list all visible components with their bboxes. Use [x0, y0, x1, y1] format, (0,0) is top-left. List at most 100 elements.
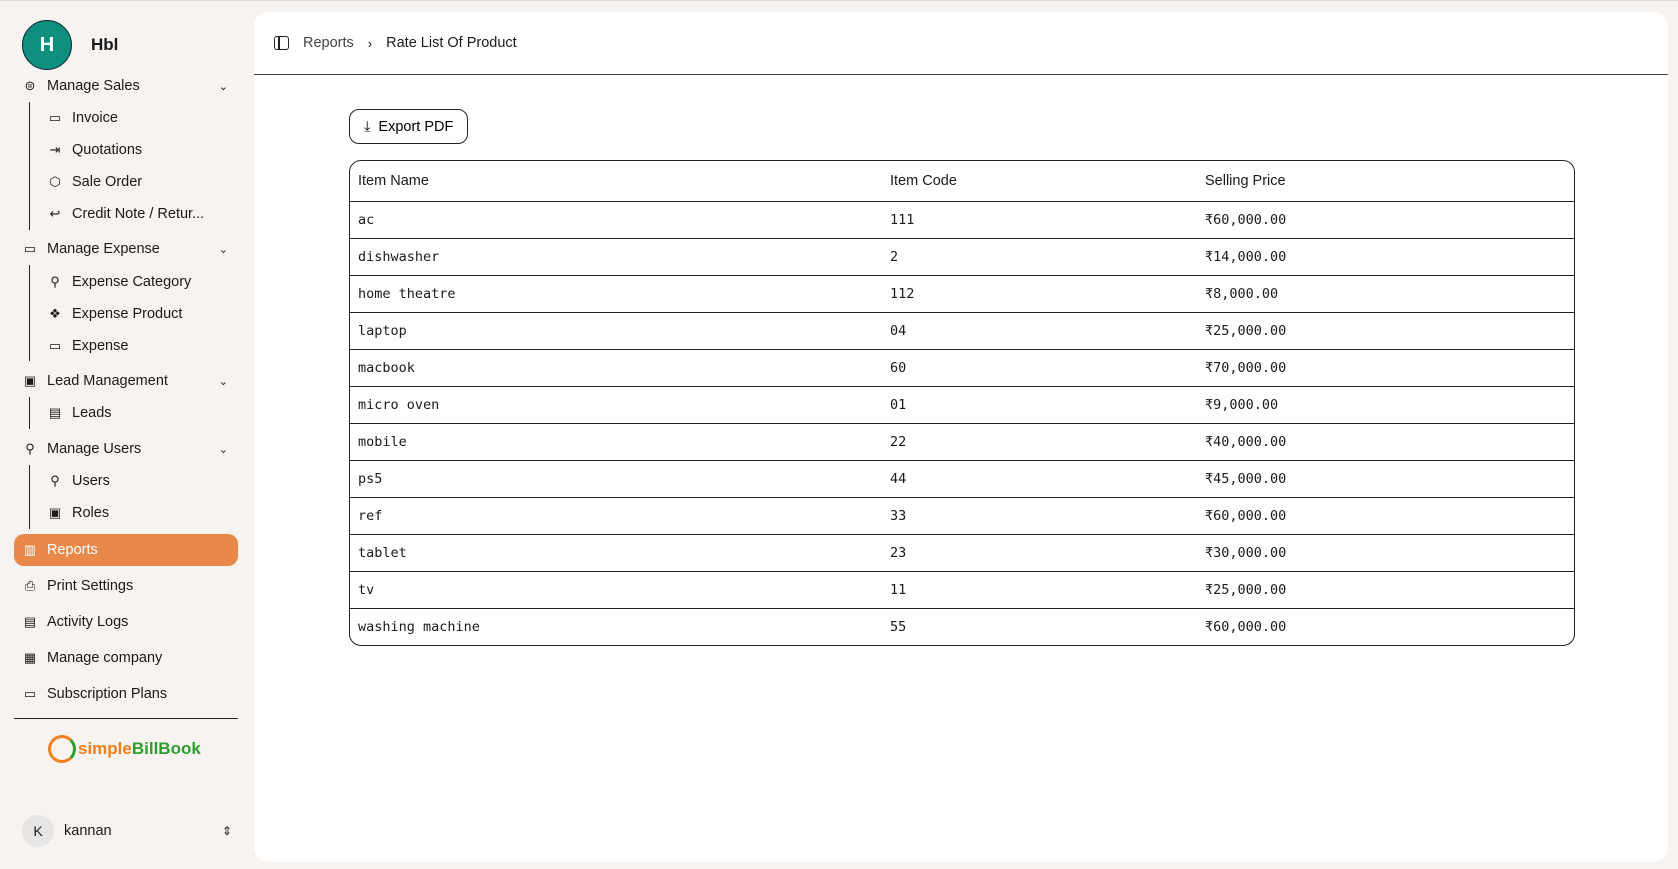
table-row: laptop 04 ₹25,000.00 [350, 312, 1574, 349]
package-icon: ⬡ [49, 174, 61, 189]
sidebar-item-sale-order[interactable]: ⬡ Sale Order [47, 167, 237, 197]
table-row: mobile 22 ₹40,000.00 [350, 423, 1574, 460]
sidebar-group-manage-sales[interactable]: ⊜ Manage Sales ⌄ [22, 71, 238, 101]
table-cell: ₹25,000.00 [1205, 582, 1287, 598]
table-cell: washing machine [358, 619, 480, 635]
tree-line [29, 397, 30, 429]
breadcrumb-reports[interactable]: Reports [303, 35, 354, 51]
table-row: dishwasher 2 ₹14,000.00 [350, 238, 1574, 275]
tree-line [29, 465, 30, 529]
table-cell: 11 [890, 582, 907, 598]
table-cell: mobile [358, 434, 407, 450]
table-cell: ref [358, 508, 383, 524]
table-row: home theatre 112 ₹8,000.00 [350, 275, 1574, 312]
sidebar-item-roles[interactable]: ▣ Roles [47, 498, 237, 528]
label: Manage company [47, 650, 163, 666]
window-top-edge [0, 0, 1678, 4]
table-row: macbook 60 ₹70,000.00 [350, 349, 1574, 386]
table-cell: ₹45,000.00 [1205, 471, 1287, 487]
label: Expense [72, 338, 129, 354]
user-menu[interactable]: K kannan ⇕ [22, 815, 232, 847]
wallet-icon: ▭ [48, 338, 62, 353]
table-cell: 22 [890, 434, 907, 450]
sidebar-item-activity-logs[interactable]: ▤ Activity Logs [22, 607, 238, 637]
chevrons-up-down-icon: ⇕ [221, 824, 232, 838]
table-row: ref 33 ₹60,000.00 [350, 497, 1574, 534]
file-import-icon: ⇥ [49, 142, 61, 157]
sidebar: H Hbl ⊜ Manage Sales ⌄ ▭ Invoice ⇥ Quotation… [0, 0, 254, 869]
label: Manage Sales [47, 78, 140, 94]
user-pen-icon: ⚲ [50, 274, 60, 289]
sidebar-item-users[interactable]: ⚲ Users [47, 466, 237, 496]
table-cell: 04 [890, 323, 907, 339]
table-cell: ₹25,000.00 [1205, 323, 1287, 339]
sidebar-item-quotations[interactable]: ⇥ Quotations [47, 135, 237, 165]
user-cog-icon: ⚲ [25, 441, 35, 456]
sidebar-item-credit-note[interactable]: ↩ Credit Note / Retur... [47, 199, 237, 229]
label: Subscription Plans [47, 686, 168, 702]
page-header: Reports › Rate List Of Product [254, 12, 1668, 75]
sidebar-item-print-settings[interactable]: ⎙ Print Settings [22, 571, 238, 601]
sidebar-item-subscription-plans[interactable]: ▭ Subscription Plans [22, 679, 238, 709]
table-cell: tv [358, 582, 375, 598]
label: Users [72, 473, 110, 489]
sidebar-group-manage-users[interactable]: ⚲ Manage Users ⌄ [22, 434, 238, 464]
breadcrumb-current: Rate List Of Product [386, 35, 517, 51]
label: Roles [72, 505, 110, 521]
table-cell: ₹60,000.00 [1205, 212, 1287, 228]
simplebillbook-logo: simple BillBook [48, 735, 201, 763]
label: Expense Product [72, 306, 183, 322]
label: Leads [72, 405, 112, 421]
rate-list-table: Item Name Item Code Selling Price ac 111 ₹… [349, 160, 1575, 646]
sidebar-item-invoice[interactable]: ▭ Invoice [47, 103, 237, 133]
rupee-circle-icon: ⊜ [24, 78, 36, 93]
company-switcher[interactable]: H Hbl [22, 20, 118, 70]
tree-line [29, 265, 30, 361]
sidebar-group-manage-expense[interactable]: ▭ Manage Expense ⌄ [22, 234, 238, 264]
printer-icon: ⎙ [24, 578, 36, 593]
main-panel: Reports › Rate List Of Product ⤓ Export P… [254, 12, 1668, 862]
label: Export PDF [378, 118, 454, 135]
table-row: washing machine 55 ₹60,000.00 [350, 608, 1574, 645]
sidebar-item-expense-category[interactable]: ⚲ Expense Category [47, 267, 237, 297]
tree-line [29, 102, 30, 230]
table-cell: 60 [890, 360, 907, 376]
sidebar-item-expense[interactable]: ▭ Expense [47, 331, 237, 361]
table-cell: ₹40,000.00 [1205, 434, 1287, 450]
logo-mark-icon [48, 735, 76, 763]
label: Quotations [72, 142, 143, 158]
company-avatar: H [22, 20, 72, 70]
table-cell: 44 [890, 471, 907, 487]
table-header-row: Item Name Item Code Selling Price [350, 161, 1574, 201]
logo-text-1: simple [78, 739, 132, 758]
table-cell: ₹8,000.00 [1205, 286, 1279, 302]
sidebar-item-reports[interactable]: ▥ Reports [22, 535, 238, 565]
table-row: micro oven 01 ₹9,000.00 [350, 386, 1574, 423]
table-row: ac 111 ₹60,000.00 [350, 201, 1574, 238]
table-cell: ₹30,000.00 [1205, 545, 1287, 561]
credit-card-icon: ▭ [23, 686, 37, 701]
label: Print Settings [47, 578, 134, 594]
table-cell: 2 [890, 249, 899, 265]
sidebar-item-leads[interactable]: ▤ Leads [47, 398, 237, 428]
column-header: Item Name [358, 173, 429, 189]
table-cell: 01 [890, 397, 907, 413]
table-row: tablet 23 ₹30,000.00 [350, 534, 1574, 571]
table-row: tv 11 ₹25,000.00 [350, 571, 1574, 608]
logo-text-2: BillBook [131, 739, 201, 758]
chevron-down-icon: ⌄ [218, 375, 228, 388]
label: Manage Users [47, 441, 142, 457]
table-cell: macbook [358, 360, 415, 376]
table-cell: ₹9,000.00 [1205, 397, 1279, 413]
contact-icon: ▣ [48, 505, 62, 520]
export-pdf-button[interactable]: ⤓ Export PDF [349, 109, 469, 144]
sidebar-divider [14, 718, 238, 719]
table-cell: dishwasher [358, 249, 440, 265]
table-cell: home theatre [358, 286, 456, 302]
sidebar-group-lead-management[interactable]: ▣ Lead Management ⌄ [22, 366, 238, 396]
sidebar-item-expense-product[interactable]: ❖ Expense Product [47, 299, 237, 329]
sidebar-toggle-icon[interactable] [274, 36, 289, 50]
label: Sale Order [72, 174, 143, 190]
sidebar-item-manage-company[interactable]: ▦ Manage company [22, 643, 238, 673]
table-cell: laptop [358, 323, 407, 339]
